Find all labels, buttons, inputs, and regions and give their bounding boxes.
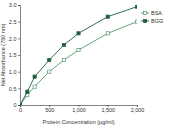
tick-label: 500 xyxy=(45,107,54,113)
series-line xyxy=(20,22,137,105)
legend: BSA BGG xyxy=(141,10,163,24)
tick-label: 0 xyxy=(19,107,22,113)
marker xyxy=(106,32,109,35)
marker-shape xyxy=(77,48,80,51)
marker xyxy=(20,103,22,105)
legend-marker-shape xyxy=(143,11,146,14)
tick-mark xyxy=(18,38,20,39)
marker xyxy=(48,58,51,61)
tick: 2.0 xyxy=(9,36,20,42)
marker xyxy=(48,70,51,73)
chart: 0 500 1,000 1,500 2,000 0 0.5 1.0 1.5 2.0 2.5 3.0 Pr… xyxy=(0,0,171,127)
tick-mark xyxy=(18,72,20,73)
tick: 1,000 xyxy=(72,105,86,113)
marker xyxy=(20,103,22,105)
tick-mark xyxy=(18,88,20,89)
tick-label: 2,000 xyxy=(131,107,145,113)
tick-mark xyxy=(18,105,20,106)
marker-shape xyxy=(62,58,65,61)
tick-label: 0 xyxy=(13,102,16,108)
legend-marker-shape xyxy=(143,19,146,22)
marker xyxy=(33,85,36,88)
tick: 1.0 xyxy=(9,69,20,75)
marker xyxy=(135,5,137,8)
marker-shape xyxy=(135,20,137,23)
marker xyxy=(33,75,36,78)
marker xyxy=(77,48,80,51)
tick: 2.5 xyxy=(9,19,20,25)
marker xyxy=(77,32,80,35)
marker-shape xyxy=(33,85,36,88)
legend-label: BSA xyxy=(151,10,162,16)
tick-mark xyxy=(18,55,20,56)
tick: 0 xyxy=(19,105,22,113)
plot: 0 500 1,000 1,500 2,000 0 0.5 1.0 1.5 2.0 2.5 3.0 xyxy=(9,2,145,113)
tick: 0.5 xyxy=(9,86,20,92)
y-axis: 0 0.5 1.0 1.5 2.0 2.5 3.0 xyxy=(9,2,21,108)
marker-shape xyxy=(135,5,137,8)
marker-shape xyxy=(33,75,36,78)
marker xyxy=(135,20,137,23)
legend-marker xyxy=(143,19,146,22)
marker-shape xyxy=(48,70,51,73)
tick-label: 3.0 xyxy=(9,2,17,8)
x-axis-title: Protein Concentration (µg/ml) xyxy=(43,119,115,125)
tick-mark xyxy=(18,5,20,6)
tick-label: 1,000 xyxy=(72,107,86,113)
x-axis: 0 500 1,000 1,500 2,000 xyxy=(19,105,144,113)
marker xyxy=(62,58,65,61)
marker xyxy=(26,90,29,93)
tick-label: 2.5 xyxy=(9,19,17,25)
tick-label: 1.0 xyxy=(9,69,17,75)
tick: 3.0 xyxy=(9,2,20,8)
tick-label: 1.5 xyxy=(9,52,17,58)
marker-shape xyxy=(20,103,22,105)
tick-label: 0.5 xyxy=(9,86,17,92)
tick: 0 xyxy=(13,102,20,108)
marker xyxy=(106,15,109,18)
marker-shape xyxy=(48,58,51,61)
marker-shape xyxy=(62,43,65,46)
marker-shape xyxy=(106,32,109,35)
legend-label: BGG xyxy=(151,18,163,24)
legend-item: BGG xyxy=(141,18,163,24)
tick-mark xyxy=(18,22,20,23)
tick: 500 xyxy=(45,105,54,113)
y-axis-title: Net Absorbance (750 nm) xyxy=(0,24,6,87)
marker xyxy=(62,43,65,46)
marker-shape xyxy=(26,90,29,93)
marker-shape xyxy=(20,103,22,105)
tick-label: 2.0 xyxy=(9,36,17,42)
legend-marker xyxy=(143,11,146,14)
tick: 1,500 xyxy=(101,105,115,113)
marker-shape xyxy=(106,15,109,18)
legend-item: BSA xyxy=(141,10,162,16)
axis-line xyxy=(18,6,21,106)
series-line xyxy=(20,7,137,105)
tick: 2,000 xyxy=(131,105,145,113)
data xyxy=(20,5,137,105)
marker-shape xyxy=(77,32,80,35)
tick: 1.5 xyxy=(9,52,20,58)
tick-label: 1,500 xyxy=(101,107,115,113)
